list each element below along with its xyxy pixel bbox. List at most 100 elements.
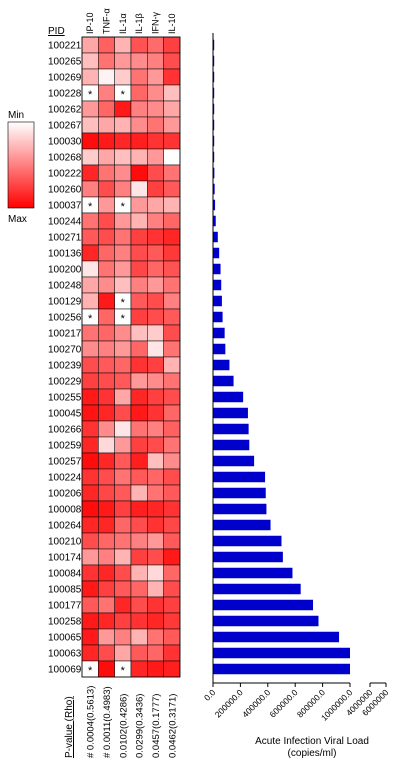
heatmap-cell xyxy=(130,452,148,470)
pvalue-label: 0.0102(0.4286) xyxy=(118,694,129,758)
pvalue-labels: # 0.0004(0.5613) # 0.0011(0.4983) 0.0102(0… xyxy=(86,686,179,758)
heatmap-cell xyxy=(130,564,148,582)
row-label: 100270 xyxy=(48,345,82,356)
heatmap-cell xyxy=(98,452,115,470)
row-label: 100264 xyxy=(48,521,82,532)
heatmap-cell xyxy=(81,132,99,150)
bar xyxy=(213,391,244,403)
row-label: 100256 xyxy=(48,313,82,324)
heatmap-cell xyxy=(147,164,164,182)
heatmap-cell xyxy=(147,116,164,134)
pid-header: PID xyxy=(48,26,65,37)
heatmap-cell xyxy=(147,148,164,166)
heatmap-cell xyxy=(163,292,181,310)
row-label: 100085 xyxy=(48,585,82,596)
missing-marker: * xyxy=(88,313,93,325)
row-label: 100229 xyxy=(48,377,82,388)
heatmap-cell xyxy=(114,452,132,470)
heatmap-cell xyxy=(130,260,148,278)
heatmap-cell xyxy=(163,212,181,230)
heatmap-cell xyxy=(98,516,115,534)
heatmap-cell xyxy=(81,548,99,566)
heatmap-cell xyxy=(81,116,99,134)
row-label: 100221 xyxy=(48,41,82,52)
missing-marker: * xyxy=(88,665,93,677)
heatmap-cell xyxy=(163,148,181,166)
heatmap-cell xyxy=(147,308,164,326)
heatmap-cell xyxy=(147,324,164,342)
heatmap-cell xyxy=(147,52,164,70)
heatmap-cell xyxy=(163,180,181,198)
heatmap-cell xyxy=(163,660,181,678)
color-legend: Min Max xyxy=(7,110,35,225)
heatmap-cell xyxy=(130,324,148,342)
bar xyxy=(213,279,222,291)
column-label: IL-10 xyxy=(167,13,177,34)
heatmap-cell xyxy=(98,292,115,310)
row-label: 100269 xyxy=(48,73,82,84)
heatmap-cell xyxy=(114,132,132,150)
heatmap-cell xyxy=(114,68,132,86)
row-label: 100239 xyxy=(48,361,82,372)
heatmap-cell xyxy=(98,548,115,566)
x-tick-label: 600000.0 xyxy=(267,687,299,719)
heatmap-cell xyxy=(114,548,132,566)
heatmap-cell xyxy=(81,292,99,310)
heatmap-cell xyxy=(130,388,148,406)
heatmap-cell xyxy=(114,580,132,598)
heatmap-cell xyxy=(163,100,181,118)
heatmap-cell xyxy=(147,372,164,390)
row-label: 100265 xyxy=(48,57,82,68)
heatmap-cell xyxy=(147,260,164,278)
heatmap-cell xyxy=(130,436,148,454)
heatmap-cell xyxy=(98,244,115,262)
heatmap-cell xyxy=(130,500,148,518)
heatmap-cell xyxy=(147,180,164,198)
heatmap-cell xyxy=(163,548,181,566)
row-label: 100206 xyxy=(48,489,82,500)
heatmap-cell xyxy=(98,116,115,134)
heatmap-cell xyxy=(98,68,115,86)
heatmap-cell xyxy=(147,340,164,358)
heatmap-cell xyxy=(98,212,115,230)
bar xyxy=(213,215,216,227)
heatmap-cell xyxy=(81,100,99,118)
heatmap-cell xyxy=(163,420,181,438)
heatmap-cell xyxy=(130,356,148,374)
row-label: 100259 xyxy=(48,441,82,452)
row-label: 100255 xyxy=(48,393,82,404)
heatmap-cell xyxy=(147,356,164,374)
heatmap-cell xyxy=(98,180,115,198)
heatmap-cell xyxy=(81,164,99,182)
heatmap-cell xyxy=(163,372,181,390)
heatmap-cell xyxy=(163,628,181,646)
heatmap-cell xyxy=(163,580,181,598)
heatmap-cell xyxy=(130,132,148,150)
bar xyxy=(213,615,319,627)
heatmap-cell xyxy=(114,164,132,182)
heatmap-cell xyxy=(163,612,181,630)
row-label: 100084 xyxy=(48,569,82,580)
heatmap-cell xyxy=(114,212,132,230)
heatmap-cell xyxy=(147,228,164,246)
bar xyxy=(213,663,350,675)
heatmap-cell xyxy=(130,292,148,310)
pvalue-label: # 0.0004(0.5613) xyxy=(86,686,97,758)
row-label: 100177 xyxy=(48,601,82,612)
heatmap-cell xyxy=(98,228,115,246)
heatmap-cell xyxy=(147,660,164,678)
heatmap-cell xyxy=(130,612,148,630)
heatmap-cell xyxy=(163,404,181,422)
heatmap-cell xyxy=(147,500,164,518)
heatmap-cell xyxy=(114,324,132,342)
heatmap-cell xyxy=(163,84,181,102)
heatmap-cell xyxy=(81,436,99,454)
row-label: 100217 xyxy=(48,329,82,340)
heatmap-cell xyxy=(130,628,148,646)
heatmap-cell xyxy=(147,244,164,262)
heatmap-cell xyxy=(98,532,115,550)
heatmap-cell xyxy=(81,356,99,374)
bar xyxy=(213,567,293,579)
heatmap-cell xyxy=(130,84,148,102)
heatmap-cell xyxy=(130,484,148,502)
